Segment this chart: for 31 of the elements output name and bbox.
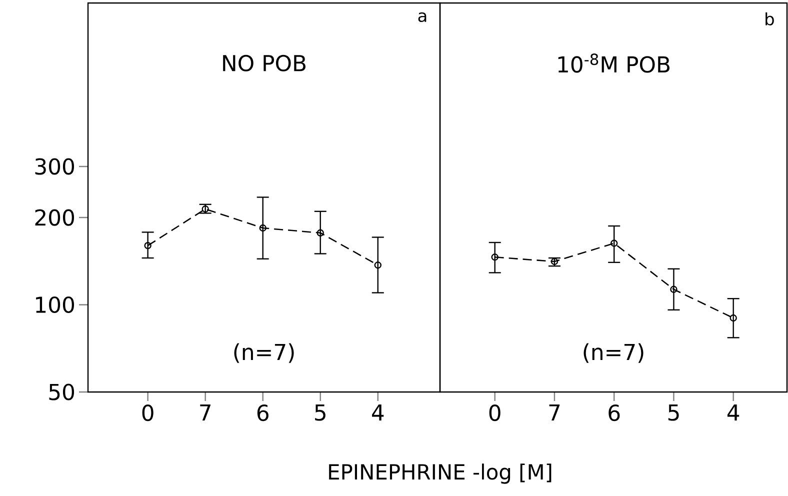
x-tick-label: 4	[727, 404, 740, 420]
point	[491, 254, 498, 261]
x-tick-label: 7	[549, 404, 560, 420]
point	[202, 205, 209, 213]
point	[144, 242, 152, 250]
x-tick-label: 6	[608, 404, 620, 422]
x-tick-label: 4	[372, 404, 384, 420]
point	[550, 258, 558, 266]
text: NO POB	[223, 54, 306, 72]
point	[316, 229, 324, 236]
x-axis-title: EPINEPHRINE -log [M]	[329, 464, 552, 484]
annotation: (n=7)	[584, 343, 644, 363]
x-tick-label: 0	[489, 404, 500, 422]
x-tick-label: 5	[668, 404, 679, 421]
y-tick-label: 200	[35, 209, 74, 226]
y-tick-label: 50	[49, 384, 74, 400]
x-tick-label: 0	[142, 404, 154, 422]
point	[670, 286, 678, 293]
point	[374, 262, 382, 269]
annotation: b	[766, 12, 774, 26]
point	[259, 224, 266, 232]
x-tick-label: 7	[200, 404, 210, 420]
y-tick-label: 300	[35, 158, 74, 175]
x-tick-label: 5	[315, 404, 326, 421]
x-tick-label: 6	[257, 404, 268, 422]
y-tick-label: 100	[36, 296, 74, 314]
point	[610, 240, 618, 247]
annotation: (n=7)	[234, 343, 294, 363]
point	[730, 314, 737, 322]
text: 10$^{-8}$M POB	[558, 54, 670, 73]
annotation: a	[418, 12, 426, 22]
